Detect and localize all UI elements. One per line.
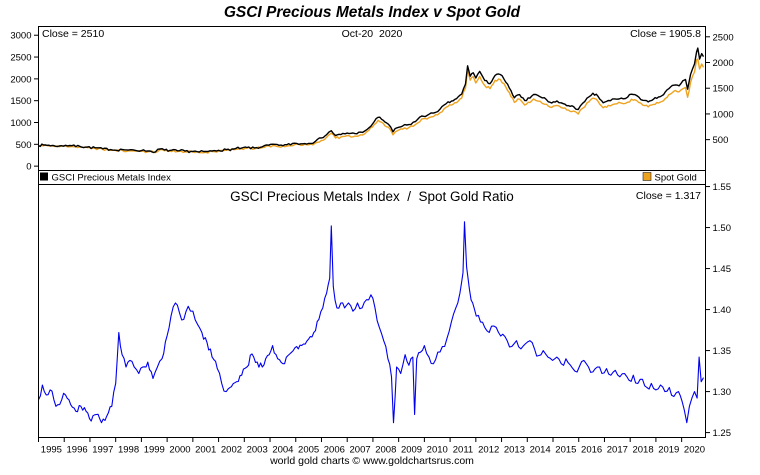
x-axis-year-label: 1996 [67,445,88,456]
x-axis-year-label: 2001 [195,445,216,456]
page-title: GSCI Precious Metals Index v Spot Gold [224,4,521,21]
axis-tick-label: 0 [26,162,31,173]
axis-tick-label: 1.50 [713,223,732,234]
x-axis-year-label: 1997 [92,445,113,456]
axis-tick-label: 500 [16,140,32,151]
x-axis-year-label: 2008 [375,445,396,456]
axes: 0 500 1000 1500 2000 2500 3000 500 1000 1500 2000 2… [10,31,733,456]
gsci-index-line [38,47,705,154]
x-axis-year-label: 2017 [607,445,628,456]
x-axis-year-label: 2007 [350,445,371,456]
x-axis-year-label: 1998 [118,445,139,456]
axis-tick-label: 1.55 [713,182,732,193]
x-axis-year-label: 2006 [324,445,345,456]
x-axis-year-label: 2000 [169,445,190,456]
x-axis-year-label: 1995 [41,445,62,456]
axis-tick-label: 1000 [713,109,734,120]
ratio-line [38,221,704,424]
gold-legend-label: Spot Gold [655,173,697,184]
gsci-close-label: Close = 2510 [42,28,104,40]
gold-legend-swatch [642,172,652,181]
x-axis-year-label: 2019 [658,445,679,456]
axis-tick-label: 1.40 [713,305,732,316]
x-axis-year-label: 2015 [555,445,576,456]
x-axis-year-label: 2016 [581,445,602,456]
x-axis-year-label: 2012 [478,445,499,456]
outer-frame [38,26,706,438]
x-axis-year-label: 2013 [504,445,525,456]
x-axis-year-label: 2018 [632,445,653,456]
axis-tick-label: 2500 [10,53,31,64]
bottom-panel-series [38,221,704,424]
axis-tick-label: 1.45 [713,264,732,275]
axis-tick-label: 1.25 [713,428,732,439]
spot-gold-line [38,58,705,154]
date-label: Oct-20 2020 [342,28,403,40]
axis-tick-label: 3000 [10,31,31,42]
axis-tick-label: 1.30 [713,387,732,398]
x-axis-year-label: 2011 [453,445,473,456]
footer-credit: world gold charts © www.goldchartsrus.co… [269,455,474,467]
panel-frames [38,26,706,438]
x-axis-year-label: 2004 [272,445,293,456]
ratio-panel-title: GSCI Precious Metals Index / Spot Gold R… [230,189,514,204]
x-axis-year-label: 2005 [298,445,319,456]
x-axis-year-label: 2002 [221,445,242,456]
axis-tick-label: 2000 [713,58,734,69]
axis-tick-label: 2500 [713,32,734,43]
x-axis-year-label: 1999 [144,445,165,456]
x-axis-year-label: 2020 [684,445,705,456]
gold-close-label: Close = 1905.8 [630,28,701,40]
x-axis-year-label: 2010 [427,445,448,456]
top-panel-series [38,47,705,154]
axis-tick-label: 500 [713,135,729,146]
axis-tick-label: 1500 [10,96,31,107]
axis-tick-label: 2000 [10,74,31,85]
x-axis-year-label: 2009 [401,445,422,456]
gsci-legend-swatch [40,172,48,181]
axis-tick-label: 1000 [10,118,31,129]
axis-tick-label: 1500 [713,84,734,95]
axis-tick-label: 1.35 [713,346,732,357]
x-axis-year-label: 2003 [247,445,268,456]
x-axis-year-label: 2014 [530,445,551,456]
gsci-legend-label: GSCI Precious Metals Index [52,173,172,184]
ratio-close-label: Close = 1.317 [636,190,701,202]
